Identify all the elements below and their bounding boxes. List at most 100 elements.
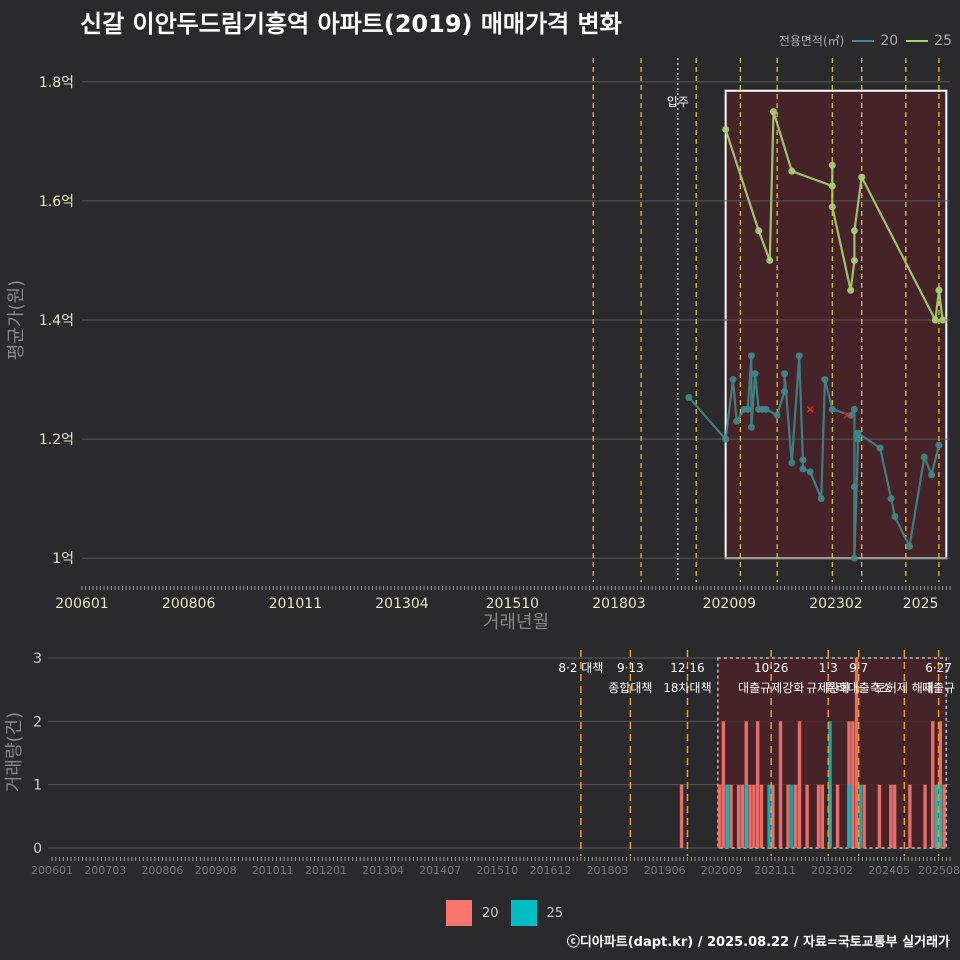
x2-tick-label: 201201 bbox=[305, 864, 347, 877]
data-point-20 bbox=[733, 417, 741, 425]
data-point-25 bbox=[850, 256, 858, 264]
data-point-20 bbox=[806, 468, 814, 476]
data-point-20 bbox=[854, 429, 862, 437]
data-point-20 bbox=[799, 456, 807, 464]
policy-label: 종합대책 bbox=[608, 680, 652, 695]
series-line-20 bbox=[688, 355, 941, 559]
legend-title: 전용면적(㎡) bbox=[778, 34, 845, 48]
policy-label: 특례대출축소 bbox=[826, 681, 892, 695]
x2-tick-label: 201407 bbox=[419, 864, 461, 877]
bar-20 bbox=[820, 784, 825, 848]
bar-20 bbox=[862, 784, 866, 848]
bar-25 bbox=[858, 784, 863, 848]
x2-tick-label: 200703 bbox=[84, 864, 126, 877]
policy-label: 8·2 대책 bbox=[558, 660, 603, 675]
data-point-25 bbox=[858, 173, 866, 181]
cancelled-mark bbox=[843, 411, 851, 419]
data-point-20 bbox=[780, 387, 788, 395]
legend-item-20: 20 bbox=[852, 33, 898, 49]
x-tick-label: 202302 bbox=[809, 596, 862, 612]
x2-tick-label: 201011 bbox=[252, 864, 294, 877]
bar-20 bbox=[679, 784, 684, 848]
data-point-20 bbox=[850, 554, 858, 562]
y-tick-label: 1억 bbox=[52, 551, 74, 567]
y2-tick-label: 3 bbox=[33, 651, 42, 667]
bar-20 bbox=[740, 784, 745, 848]
x2-tick-label: 202508 bbox=[918, 864, 960, 877]
x-tick-label: 201803 bbox=[592, 596, 645, 612]
data-point-20 bbox=[799, 465, 807, 473]
data-point-20 bbox=[891, 513, 899, 520]
bar-25 bbox=[847, 784, 851, 848]
bar-20 bbox=[892, 784, 897, 848]
legend-top: 전용면적(㎡) 20 25 bbox=[779, 32, 952, 49]
bar-20 bbox=[877, 784, 882, 848]
data-point-20 bbox=[762, 405, 770, 413]
x2-tick-label: 201510 bbox=[476, 864, 518, 877]
bar-25 bbox=[938, 784, 943, 848]
y2-tick-label: 2 bbox=[33, 714, 42, 730]
legend-bottom-label-20: 20 bbox=[482, 905, 499, 921]
move-in-label: 입주 bbox=[667, 95, 689, 109]
y2-tick-label: 0 bbox=[33, 841, 42, 857]
legend-bottom: 20 25 bbox=[446, 900, 563, 926]
bar-20 bbox=[938, 721, 943, 848]
data-point-25 bbox=[847, 286, 855, 294]
bar-25 bbox=[767, 784, 771, 848]
x-tick-label: 202009 bbox=[703, 596, 756, 612]
x2-tick-label: 202302 bbox=[811, 864, 853, 877]
data-point-25 bbox=[850, 227, 858, 235]
policy-label: 대출규 bbox=[922, 681, 955, 695]
data-point-20 bbox=[722, 435, 730, 443]
highlight-box bbox=[724, 89, 948, 560]
data-point-20 bbox=[828, 405, 836, 413]
data-point-20 bbox=[850, 405, 858, 413]
bar-20 bbox=[816, 784, 821, 848]
data-point-20 bbox=[821, 376, 829, 384]
y-tick-label: 1.4억 bbox=[39, 313, 74, 329]
legend-bottom-swatch-20 bbox=[446, 900, 472, 926]
data-point-25 bbox=[935, 286, 943, 294]
data-point-20 bbox=[935, 441, 943, 449]
x2-tick-label: 202405 bbox=[868, 864, 910, 877]
policy-label: 1·3 bbox=[819, 661, 838, 675]
data-point-20 bbox=[788, 459, 796, 467]
data-point-20 bbox=[876, 444, 884, 452]
data-point-20 bbox=[773, 411, 781, 419]
bar-25 bbox=[744, 784, 748, 848]
bar-20 bbox=[793, 784, 798, 848]
footer-credit: ⓒ디아파트(dapt.kr) / 2025.08.22 / 자료=국토교통부 실… bbox=[566, 935, 950, 950]
x2-tick-label: 200908 bbox=[195, 864, 237, 877]
policy-label: 12·16 bbox=[670, 661, 704, 675]
bar-25 bbox=[725, 784, 729, 848]
x-tick-label: 201011 bbox=[269, 596, 322, 612]
x2-tick-label: 201304 bbox=[362, 864, 404, 877]
bar-20 bbox=[759, 784, 764, 848]
x2-tick-label: 202111 bbox=[754, 864, 796, 877]
data-point-25 bbox=[828, 182, 836, 190]
bar-20 bbox=[835, 784, 840, 848]
data-point-25 bbox=[788, 167, 796, 175]
legend-bottom-swatch-25 bbox=[510, 900, 537, 926]
x-tick-label: 200806 bbox=[162, 596, 216, 612]
bar-20 bbox=[851, 721, 855, 848]
policy-label: 9·13 bbox=[617, 661, 644, 675]
bar-25 bbox=[934, 784, 939, 848]
bar-20 bbox=[847, 721, 851, 848]
bar-20 bbox=[736, 784, 741, 848]
bar-20 bbox=[942, 784, 946, 848]
legend-bottom-item-25: 25 bbox=[510, 900, 564, 926]
x-tick-label: 2025 bbox=[903, 596, 939, 612]
data-point-20 bbox=[817, 495, 825, 503]
policy-label: 10·26 bbox=[754, 661, 788, 675]
data-point-25 bbox=[931, 316, 939, 324]
legend-item-25: 25 bbox=[906, 33, 952, 49]
legend-bottom-label-25: 25 bbox=[546, 905, 564, 921]
x2-tick-label: 200806 bbox=[141, 864, 183, 877]
x-axis-title: 거래년월 bbox=[483, 612, 549, 633]
x-tick-label: 201510 bbox=[486, 596, 539, 612]
bar-20 bbox=[778, 721, 783, 848]
data-point-20 bbox=[780, 370, 788, 378]
data-point-25 bbox=[755, 227, 763, 235]
